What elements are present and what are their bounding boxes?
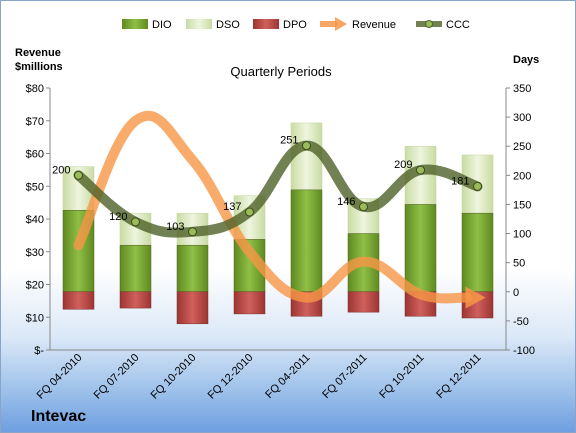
- right-tick-label: 100: [513, 229, 531, 241]
- ccc-data-label: 137: [223, 201, 241, 213]
- category-label: FQ 12-2010: [206, 352, 256, 402]
- legend-swatch-dpo: [253, 19, 279, 29]
- legend-item-dso: DSO: [186, 19, 240, 31]
- legend-item-revenue: Revenue: [320, 17, 396, 31]
- ccc-point: [473, 181, 482, 191]
- bar-dpo: [62, 291, 95, 310]
- left-tick-label: $70: [26, 116, 44, 128]
- revenue-line: [73, 110, 473, 304]
- left-tick-label: $20: [26, 280, 44, 292]
- category-label: FQ 10-2011: [377, 352, 426, 401]
- category-label: FQ 07-2010: [92, 352, 142, 402]
- legend-label-ccc: CCC: [446, 19, 470, 31]
- ccc-data-label: 251: [280, 135, 298, 147]
- left-tick-label: $80: [26, 83, 44, 95]
- left-axis-title-line1: Revenue: [15, 47, 61, 59]
- ccc-data-label: 120: [109, 211, 127, 223]
- bar-dio: [461, 212, 494, 293]
- ccc-point: [416, 165, 425, 175]
- legend-swatch-dio: [122, 19, 148, 29]
- ccc-data-label: 181: [451, 175, 469, 187]
- right-axis-title: Days: [513, 54, 539, 66]
- ccc-point: [188, 227, 197, 237]
- left-axis: $- $10 $20 $30 $40 $50 $60 $70 $80: [26, 83, 506, 357]
- legend-label-dio: DIO: [152, 19, 172, 31]
- category-label: FQ 04-2011: [263, 352, 312, 401]
- legend-item-dpo: DPO: [253, 19, 307, 31]
- bar-dio: [290, 189, 323, 293]
- right-tick-label: -100: [513, 345, 535, 357]
- right-tick-label: 300: [513, 112, 531, 124]
- bar-dpo: [176, 291, 209, 325]
- ccc-point: [302, 141, 311, 151]
- legend-label-dso: DSO: [216, 19, 240, 31]
- left-tick-label: $-: [34, 345, 44, 357]
- left-axis-title-line2: $millions: [15, 61, 63, 73]
- right-tick-label: 0: [513, 287, 519, 299]
- legend-item-dio: DIO: [122, 19, 172, 31]
- left-tick-label: $10: [26, 312, 44, 324]
- ccc-line: [73, 140, 483, 238]
- legend-arrowhead-revenue: [335, 17, 347, 31]
- category-label: FQ 04-2010: [35, 352, 85, 402]
- bar-dpo: [233, 291, 266, 315]
- legend-item-ccc: CCC: [416, 19, 470, 31]
- ccc-data-label: 200: [52, 164, 70, 176]
- legend: DIO DSO DPO Revenue CCC: [122, 17, 470, 31]
- ccc-data-label: 209: [394, 159, 412, 171]
- right-tick-label: 250: [513, 141, 531, 153]
- bar-dpo: [347, 291, 380, 313]
- legend-swatch-dso: [186, 19, 212, 29]
- revenue-arrowhead: [465, 286, 486, 309]
- ccc-point: [245, 207, 254, 217]
- bar-dio: [119, 244, 152, 293]
- company-name: Intevac: [31, 408, 86, 425]
- left-tick-label: $30: [26, 247, 44, 259]
- category-label: FQ 12-2011: [434, 352, 483, 401]
- ccc-data-label: 103: [166, 221, 184, 233]
- right-tick-label: 350: [513, 83, 531, 95]
- ccc-data-label: 146: [337, 196, 355, 208]
- ccc-point: [74, 170, 83, 180]
- right-tick-label: 200: [513, 170, 531, 182]
- right-tick-label: 50: [513, 258, 525, 270]
- category-label: FQ 10-2010: [149, 352, 199, 402]
- legend-label-dpo: DPO: [283, 19, 307, 31]
- left-tick-label: $60: [26, 149, 44, 161]
- bar-dio: [404, 204, 437, 293]
- chart-title: Quarterly Periods: [230, 64, 332, 79]
- bar-dio: [176, 244, 209, 293]
- lines: 200 120 103 137 251 146 209 181: [52, 110, 486, 309]
- legend-label-revenue: Revenue: [352, 19, 396, 31]
- right-tick-label: -50: [513, 316, 529, 328]
- right-tick-label: 150: [513, 199, 531, 211]
- category-axis: FQ 04-2010 FQ 07-2010 FQ 10-2010 FQ 12-2010…: [35, 352, 484, 402]
- legend-marker-ccc: [425, 20, 433, 28]
- left-tick-label: $40: [26, 214, 44, 226]
- ccc-point: [131, 217, 140, 227]
- left-tick-label: $50: [26, 181, 44, 193]
- bar-dso: [290, 122, 323, 191]
- bar-dpo: [119, 291, 152, 309]
- ccc-point: [359, 202, 368, 212]
- category-label: FQ 07-2011: [320, 352, 369, 401]
- right-axis: -100 -50 0 50 100 150 200 250 300 350: [505, 83, 535, 357]
